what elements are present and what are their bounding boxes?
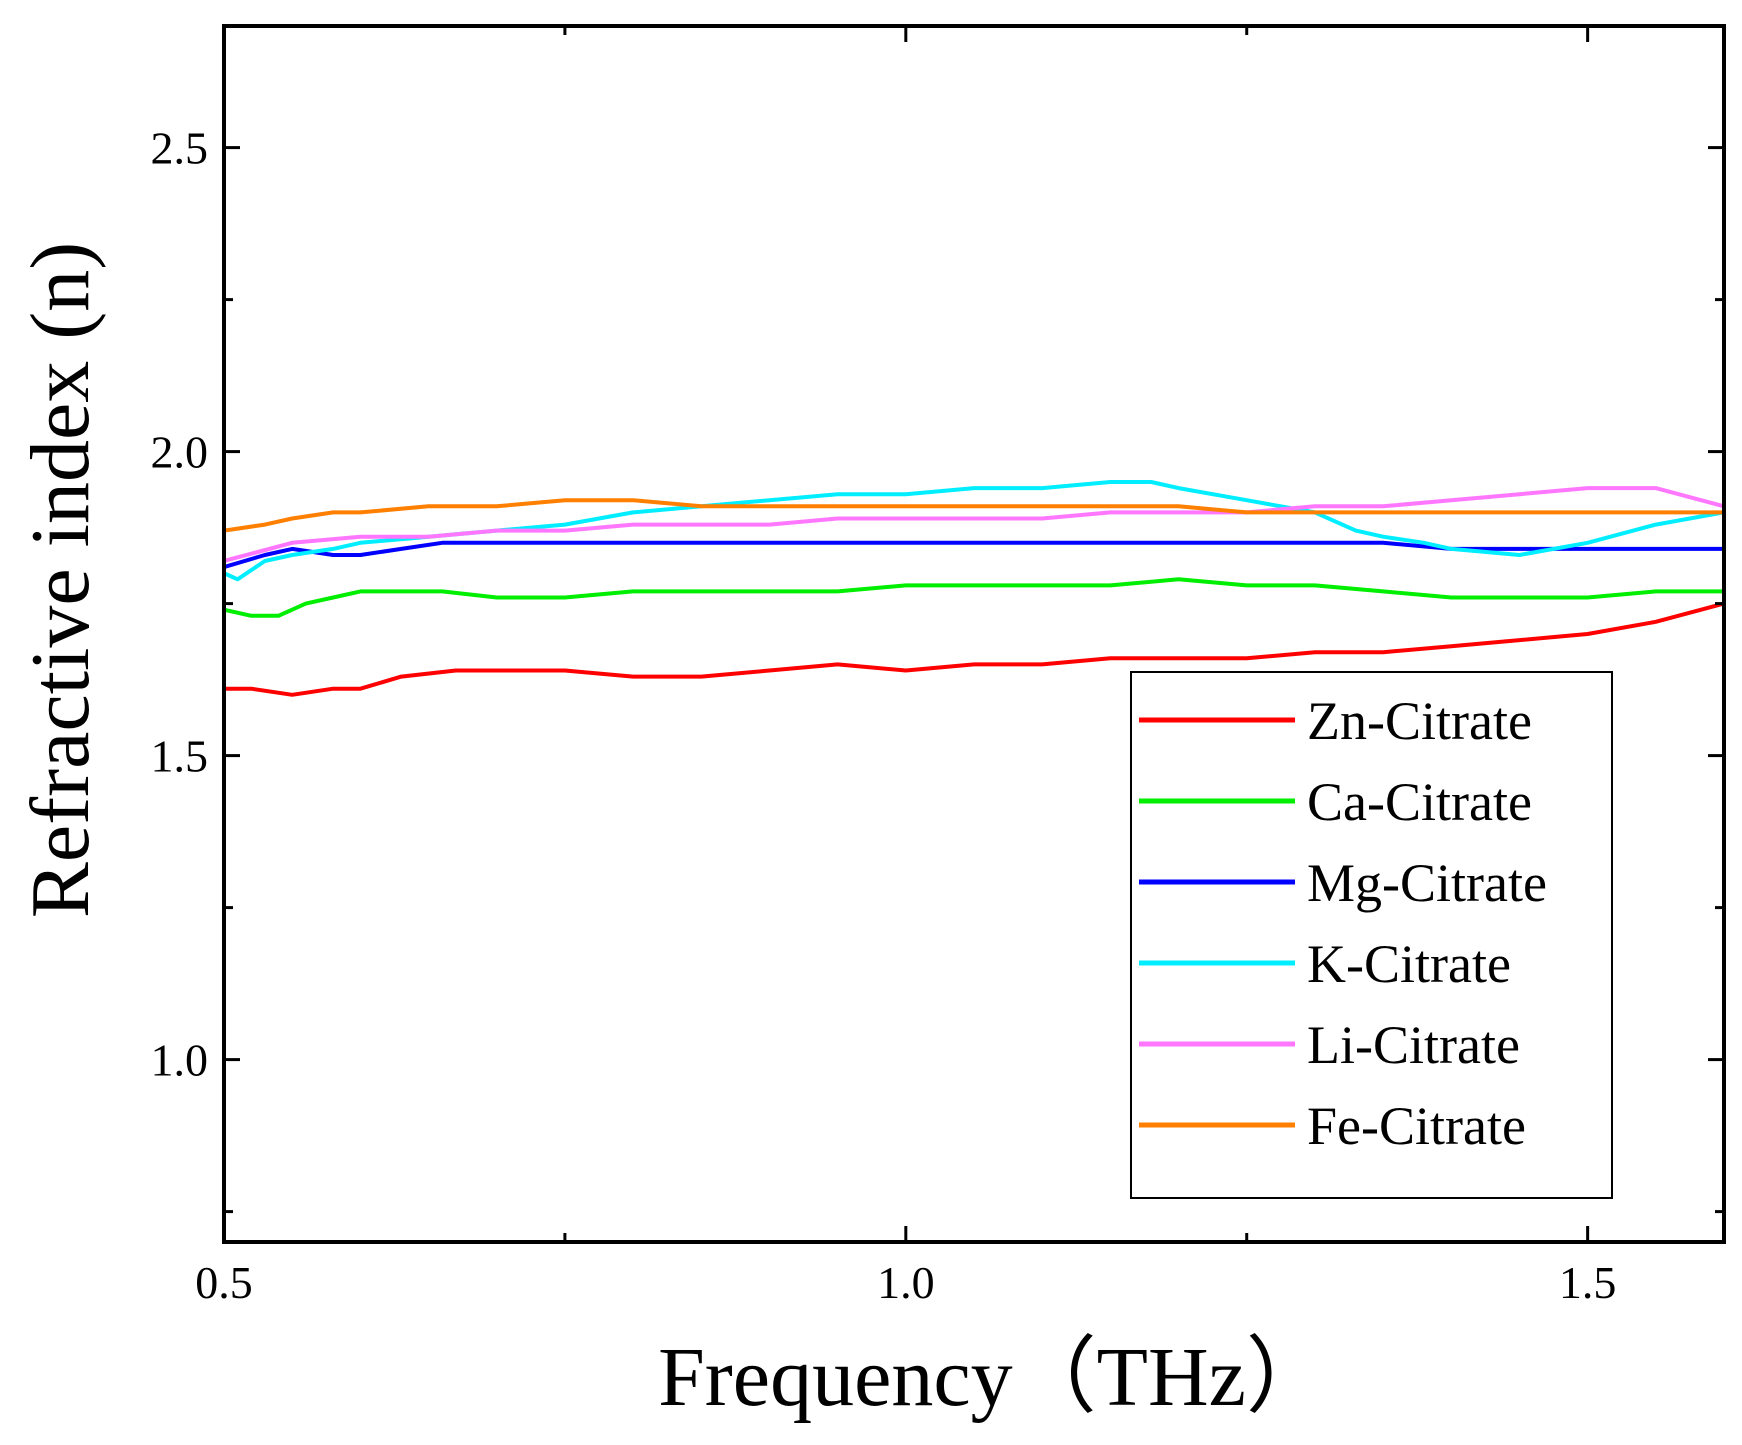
y-tick-label: 2.0: [151, 427, 209, 478]
tick-layer: 0.5 1.0 1.5 1.0 1.5 2.0 2.5: [151, 26, 1724, 1308]
y-tick-label: 1.5: [151, 731, 209, 782]
x-tick-label: 0.5: [195, 1257, 253, 1308]
series-line-fe-citrate: [224, 498, 1724, 533]
series-line-zn-citrate: [224, 601, 1724, 697]
series-line-k-citrate: [224, 480, 1724, 582]
legend-label-li-citrate: Li-Citrate: [1307, 1015, 1520, 1075]
y-axis-title: Refractive index (n): [14, 242, 107, 918]
x-axis-title: Frequency（THz）: [658, 1331, 1330, 1424]
legend-label-ca-citrate: Ca-Citrate: [1307, 772, 1532, 832]
y-tick-label: 1.0: [151, 1035, 209, 1086]
x-tick-label: 1.0: [877, 1257, 935, 1308]
legend-label-zn-citrate: Zn-Citrate: [1307, 691, 1532, 751]
x-tick-label: 1.5: [1559, 1257, 1617, 1308]
series-line-ca-citrate: [224, 577, 1724, 618]
plot-frame: [222, 24, 1726, 1244]
legend-label-k-citrate: K-Citrate: [1307, 934, 1511, 994]
series-layer: [224, 480, 1724, 697]
legend-box: [1130, 671, 1613, 1199]
legend-label-fe-citrate: Fe-Citrate: [1307, 1096, 1526, 1156]
legend: Zn-Citrate Ca-Citrate Mg-Citrate K-Citrate L…: [1130, 671, 1613, 1199]
series-line-li-citrate: [224, 486, 1724, 563]
y-tick-label: 2.5: [151, 123, 209, 174]
legend-label-mg-citrate: Mg-Citrate: [1307, 853, 1547, 913]
